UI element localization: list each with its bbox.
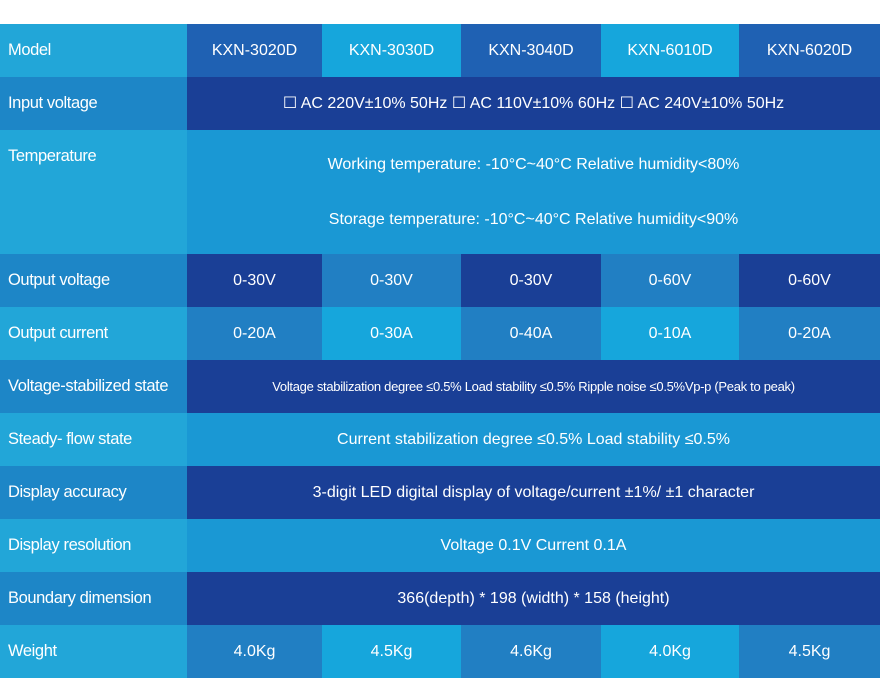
row-input-voltage: Input voltage ☐ AC 220V±10% 50Hz ☐ AC 11… xyxy=(0,77,880,130)
output-voltage-3040d: 0-30V xyxy=(461,254,601,307)
row-output-current: Output current 0-20A 0-30A 0-40A 0-10A 0… xyxy=(0,307,880,360)
model-kxn-3030d: KXN-3030D xyxy=(322,24,461,77)
row-display-accuracy: Display accuracy 3-digit LED digital dis… xyxy=(0,466,880,519)
label-voltage-stabilized: Voltage-stabilized state xyxy=(0,360,187,413)
row-model: Model KXN-3020D KXN-3030D KXN-3040D KXN-… xyxy=(0,24,880,77)
model-kxn-3040d: KXN-3040D xyxy=(461,24,601,77)
output-current-6010d: 0-10A xyxy=(601,307,739,360)
output-current-6020d: 0-20A xyxy=(739,307,880,360)
label-steady-flow: Steady- flow state xyxy=(0,413,187,466)
label-model: Model xyxy=(0,24,187,77)
temperature-value: Working temperature: -10°C~40°C Relative… xyxy=(187,130,880,254)
model-kxn-3020d: KXN-3020D xyxy=(187,24,322,77)
display-resolution-value: Voltage 0.1V Current 0.1A xyxy=(187,519,880,572)
row-voltage-stabilized: Voltage-stabilized state Voltage stabili… xyxy=(0,360,880,413)
output-current-3030d: 0-30A xyxy=(322,307,461,360)
label-temperature: Temperature xyxy=(0,130,187,254)
label-output-voltage: Output voltage xyxy=(0,254,187,307)
label-display-accuracy: Display accuracy xyxy=(0,466,187,519)
label-boundary-dimension: Boundary dimension xyxy=(0,572,187,625)
working-temperature: Working temperature: -10°C~40°C Relative… xyxy=(327,156,740,174)
row-output-voltage: Output voltage 0-30V 0-30V 0-30V 0-60V 0… xyxy=(0,254,880,307)
label-display-resolution: Display resolution xyxy=(0,519,187,572)
weight-3030d: 4.5Kg xyxy=(322,625,461,678)
weight-3020d: 4.0Kg xyxy=(187,625,322,678)
label-weight: Weight xyxy=(0,625,187,678)
row-boundary-dimension: Boundary dimension 366(depth) * 198 (wid… xyxy=(0,572,880,625)
output-voltage-6020d: 0-60V xyxy=(739,254,880,307)
output-voltage-6010d: 0-60V xyxy=(601,254,739,307)
display-accuracy-value: 3-digit LED digital display of voltage/c… xyxy=(187,466,880,519)
weight-6010d: 4.0Kg xyxy=(601,625,739,678)
output-current-3020d: 0-20A xyxy=(187,307,322,360)
output-voltage-3020d: 0-30V xyxy=(187,254,322,307)
output-current-3040d: 0-40A xyxy=(461,307,601,360)
steady-flow-value: Current stabilization degree ≤0.5% Load … xyxy=(187,413,880,466)
storage-temperature: Storage temperature: -10°C~40°C Relative… xyxy=(328,210,739,228)
input-voltage-value: ☐ AC 220V±10% 50Hz ☐ AC 110V±10% 60Hz ☐ … xyxy=(187,77,880,130)
boundary-dimension-value: 366(depth) * 198 (width) * 158 (height) xyxy=(187,572,880,625)
model-kxn-6010d: KXN-6010D xyxy=(601,24,739,77)
row-weight: Weight 4.0Kg 4.5Kg 4.6Kg 4.0Kg 4.5Kg xyxy=(0,625,880,678)
label-output-current: Output current xyxy=(0,307,187,360)
row-temperature: Temperature Working temperature: -10°C~4… xyxy=(0,130,880,254)
weight-6020d: 4.5Kg xyxy=(739,625,880,678)
spec-table: Model KXN-3020D KXN-3030D KXN-3040D KXN-… xyxy=(0,24,880,678)
row-steady-flow: Steady- flow state Current stabilization… xyxy=(0,413,880,466)
row-display-resolution: Display resolution Voltage 0.1V Current … xyxy=(0,519,880,572)
weight-3040d: 4.6Kg xyxy=(461,625,601,678)
label-input-voltage: Input voltage xyxy=(0,77,187,130)
model-kxn-6020d: KXN-6020D xyxy=(739,24,880,77)
output-voltage-3030d: 0-30V xyxy=(322,254,461,307)
voltage-stabilized-value: Voltage stabilization degree ≤0.5% Load … xyxy=(187,360,880,413)
